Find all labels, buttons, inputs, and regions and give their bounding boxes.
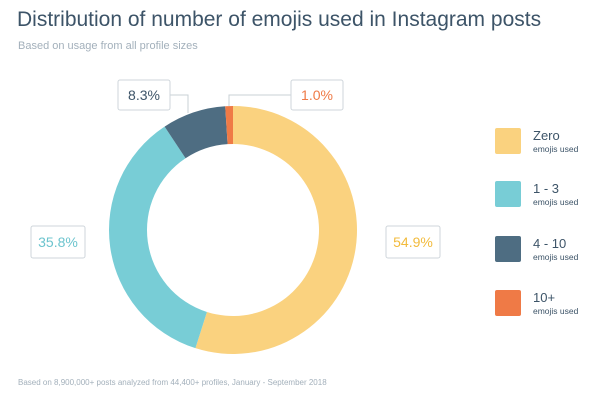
- legend-item-zero: Zero emojis used: [495, 128, 605, 158]
- legend-label-4-10: 4 - 10: [533, 236, 567, 251]
- leader-line-10-plus: [228, 94, 291, 106]
- footnote: Based on 8,900,000+ posts analyzed from …: [18, 378, 327, 387]
- chart-title: Distribution of number of emojis used in…: [17, 8, 542, 31]
- donut-slice-4-10: [164, 106, 228, 159]
- donut-slice-1-3: [108, 126, 207, 349]
- legend-swatch-10-plus: [495, 290, 521, 316]
- legend-swatch-1-3: [495, 181, 521, 207]
- legend-sublabel-10-plus: emojis used: [533, 306, 579, 316]
- legend-label-1-3: 1 - 3: [533, 181, 560, 196]
- legend-item-1-3: 1 - 3 emojis used: [495, 181, 605, 211]
- chart-subtitle: Based on usage from all profile sizes: [18, 40, 198, 52]
- donut-slice-zero: [195, 106, 358, 354]
- legend-sublabel-zero: emojis used: [533, 144, 579, 154]
- legend-sublabel-4-10: emojis used: [533, 252, 579, 262]
- value-box-zero: [385, 225, 441, 259]
- value-label-4-10: 8.3%: [128, 87, 160, 103]
- legend-label-zero: Zero: [533, 128, 560, 143]
- value-box-10-plus: [290, 79, 344, 111]
- legend-swatch-zero: [495, 128, 521, 154]
- value-box-1-3: [30, 225, 86, 259]
- value-label-1-3: 35.8%: [38, 234, 78, 250]
- legend-item-10-plus: 10+ emojis used: [495, 290, 605, 320]
- value-box-4-10: [117, 79, 171, 111]
- legend-swatch-4-10: [495, 236, 521, 262]
- legend-item-4-10: 4 - 10 emojis used: [495, 236, 605, 266]
- value-label-zero: 54.9%: [393, 234, 433, 250]
- legend-label-10-plus: 10+: [533, 290, 556, 305]
- value-label-10-plus: 1.0%: [301, 87, 333, 103]
- leader-line-4-10: [170, 94, 189, 113]
- donut-slice-10-plus: [225, 106, 233, 145]
- legend-sublabel-1-3: emojis used: [533, 197, 579, 207]
